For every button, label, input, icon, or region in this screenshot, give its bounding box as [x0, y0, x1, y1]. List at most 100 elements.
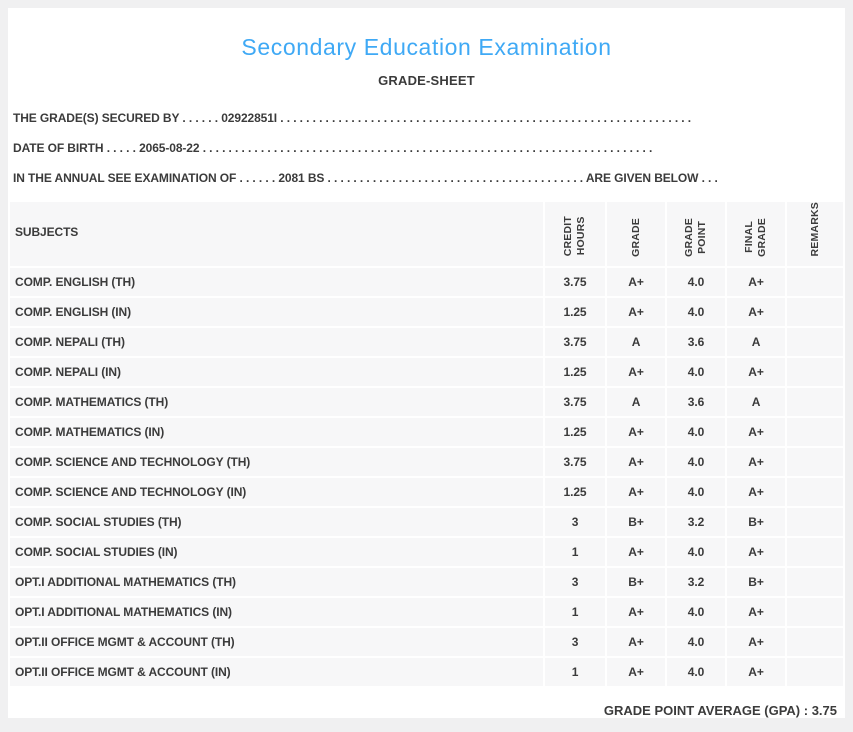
grade-point-cell: 4.0 — [665, 535, 727, 568]
subject-cell: COMP. MATHEMATICS (TH) — [8, 385, 545, 418]
subject-cell: OPT.I ADDITIONAL MATHEMATICS (TH) — [8, 565, 545, 598]
credit-hours-cell: 1.25 — [543, 355, 607, 388]
secured-by-leader-dots: . . . . . . — [182, 111, 218, 125]
grade-cell: A+ — [605, 595, 667, 628]
date-of-birth-label: DATE OF BIRTH — [13, 141, 104, 155]
column-header-final-grade: FINAL GRADE — [725, 200, 787, 268]
subject-cell: COMP. MATHEMATICS (IN) — [8, 415, 545, 448]
grade-cell: B+ — [605, 565, 667, 598]
final-grade-cell: B+ — [725, 505, 787, 538]
examination-label: IN THE ANNUAL SEE EXAMINATION OF — [13, 171, 237, 185]
final-grade-cell: A+ — [725, 625, 787, 658]
remarks-cell — [785, 625, 845, 658]
final-grade-cell: A+ — [725, 355, 787, 388]
remarks-vertical-label: REMARKS — [808, 202, 821, 257]
final-grade-cell: A+ — [725, 265, 787, 298]
grade-cell: A+ — [605, 535, 667, 568]
grade-cell: B+ — [605, 505, 667, 538]
grade-point-cell: 3.6 — [665, 325, 727, 358]
remarks-cell — [785, 475, 845, 508]
subject-cell: COMP. NEPALI (TH) — [8, 325, 545, 358]
credit-hours-cell: 3 — [543, 625, 607, 658]
table-row: OPT.I ADDITIONAL MATHEMATICS (TH) 3 B+ 3… — [8, 565, 845, 598]
grade-cell: A+ — [605, 355, 667, 388]
grade-cell: A — [605, 385, 667, 418]
column-header-grade-point: GRADE POINT — [665, 200, 727, 268]
grade-point-vertical-label: GRADE POINT — [683, 217, 708, 257]
credit-hours-cell: 1 — [543, 595, 607, 628]
table-header-row: SUBJECTS CREDIT HOURS GRADE GRADE POINT … — [8, 200, 845, 268]
table-row: COMP. SCIENCE AND TECHNOLOGY (TH) 3.75 A… — [8, 445, 845, 478]
examination-suffix: ARE GIVEN BELOW . . . — [585, 171, 718, 185]
gpa-value: 3.75 — [811, 702, 837, 718]
date-of-birth-leader-dots: . . . . . — [106, 141, 136, 155]
subject-cell: OPT.II OFFICE MGMT & ACCOUNT (TH) — [8, 625, 545, 658]
examination-leader-dots: . . . . . . — [239, 171, 276, 185]
credit-hours-vertical-label: CREDIT HOURS — [562, 216, 587, 257]
student-info-block: THE GRADE(S) SECURED BY . . . . . . 0292… — [8, 103, 845, 193]
secured-by-trailer-dots: . . . . . . . . . . . . . . . . . . . . … — [280, 111, 691, 125]
grade-point-cell: 3.2 — [665, 505, 727, 538]
grade-point-cell: 4.0 — [665, 625, 727, 658]
grade-cell: A+ — [605, 445, 667, 478]
credit-hours-cell: 1 — [543, 655, 607, 688]
info-line-examination: IN THE ANNUAL SEE EXAMINATION OF . . . .… — [13, 163, 845, 193]
grade-point-cell: 4.0 — [665, 415, 727, 448]
final-grade-cell: A+ — [725, 445, 787, 478]
table-row: COMP. SCIENCE AND TECHNOLOGY (IN) 1.25 A… — [8, 475, 845, 508]
grade-sheet-card: Secondary Education Examination GRADE-SH… — [8, 8, 845, 718]
gpa-summary: GRADE POINT AVERAGE (GPA) : 3.75 — [8, 703, 845, 718]
credit-hours-cell: 3 — [543, 505, 607, 538]
remarks-cell — [785, 295, 845, 328]
table-row: COMP. SOCIAL STUDIES (IN) 1 A+ 4.0 A+ — [8, 535, 845, 568]
final-grade-cell: A — [725, 385, 787, 418]
subject-cell: COMP. SCIENCE AND TECHNOLOGY (TH) — [8, 445, 545, 478]
table-row: OPT.I ADDITIONAL MATHEMATICS (IN) 1 A+ 4… — [8, 595, 845, 628]
final-grade-cell: A+ — [725, 475, 787, 508]
final-grade-cell: A+ — [725, 295, 787, 328]
grade-point-cell: 3.2 — [665, 565, 727, 598]
grade-vertical-label: GRADE — [629, 217, 642, 257]
final-grade-cell: A+ — [725, 535, 787, 568]
subject-cell: COMP. SOCIAL STUDIES (TH) — [8, 505, 545, 538]
credit-hours-cell: 1.25 — [543, 475, 607, 508]
grade-point-cell: 3.6 — [665, 385, 727, 418]
info-line-date-of-birth: DATE OF BIRTH . . . . . 2065-08-22 . . .… — [13, 133, 845, 163]
final-grade-cell: B+ — [725, 565, 787, 598]
grade-table-body: COMP. ENGLISH (TH) 3.75 A+ 4.0 A+ COMP. … — [8, 265, 845, 688]
grade-cell: A+ — [605, 415, 667, 448]
remarks-cell — [785, 565, 845, 598]
page-title: Secondary Education Examination — [241, 34, 612, 60]
table-row: COMP. MATHEMATICS (TH) 3.75 A 3.6 A — [8, 385, 845, 418]
table-row: COMP. ENGLISH (TH) 3.75 A+ 4.0 A+ — [8, 265, 845, 298]
remarks-cell — [785, 325, 845, 358]
date-of-birth-value: 2065-08-22 — [139, 141, 200, 155]
examination-value: 2081 BS — [278, 171, 325, 185]
remarks-cell — [785, 355, 845, 388]
remarks-cell — [785, 535, 845, 568]
grade-point-cell: 4.0 — [665, 355, 727, 388]
remarks-cell — [785, 595, 845, 628]
column-header-credit-hours: CREDIT HOURS — [543, 200, 607, 268]
grade-point-cell: 4.0 — [665, 445, 727, 478]
table-row: COMP. MATHEMATICS (IN) 1.25 A+ 4.0 A+ — [8, 415, 845, 448]
credit-hours-cell: 3.75 — [543, 385, 607, 418]
column-header-grade: GRADE — [605, 200, 667, 268]
grade-cell: A+ — [605, 265, 667, 298]
credit-hours-cell: 1.25 — [543, 295, 607, 328]
secured-by-value: 02922851I — [221, 111, 278, 125]
column-header-remarks: REMARKS — [785, 200, 845, 268]
page-subtitle: GRADE-SHEET — [378, 73, 475, 88]
credit-hours-cell: 3 — [543, 565, 607, 598]
grade-point-cell: 4.0 — [665, 475, 727, 508]
remarks-cell — [785, 385, 845, 418]
grade-cell: A — [605, 325, 667, 358]
subject-cell: COMP. NEPALI (IN) — [8, 355, 545, 388]
grade-cell: A+ — [605, 655, 667, 688]
grade-point-cell: 4.0 — [665, 655, 727, 688]
table-row: COMP. SOCIAL STUDIES (TH) 3 B+ 3.2 B+ — [8, 505, 845, 538]
subject-cell: COMP. SCIENCE AND TECHNOLOGY (IN) — [8, 475, 545, 508]
remarks-cell — [785, 415, 845, 448]
credit-hours-cell: 3.75 — [543, 325, 607, 358]
table-row: COMP. NEPALI (TH) 3.75 A 3.6 A — [8, 325, 845, 358]
